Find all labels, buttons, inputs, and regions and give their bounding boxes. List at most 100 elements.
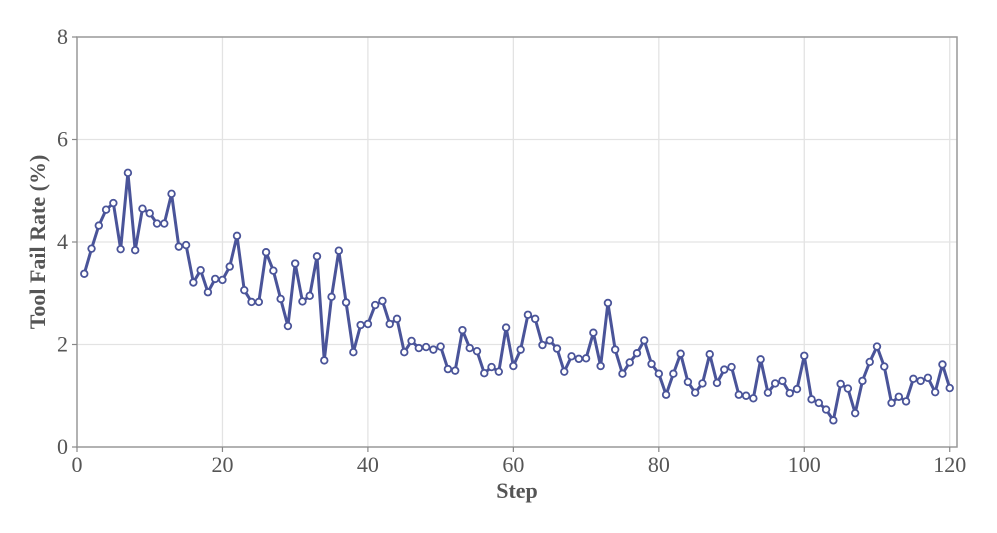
data-point <box>276 294 285 304</box>
data-point <box>843 384 853 393</box>
data-point <box>385 319 394 329</box>
data-point <box>821 405 831 414</box>
x-tick-label: 120 <box>933 452 966 477</box>
data-point <box>269 266 278 275</box>
y-tick-label: 6 <box>57 127 68 152</box>
data-point <box>247 297 256 307</box>
series-layer <box>80 168 954 425</box>
data-point <box>683 377 693 387</box>
data-point <box>130 245 140 255</box>
data-point <box>152 219 162 228</box>
data-point <box>450 366 460 375</box>
data-point <box>487 362 496 372</box>
data-point <box>850 408 860 418</box>
data-point <box>465 343 474 353</box>
data-point <box>254 297 264 307</box>
data-point <box>618 369 627 378</box>
data-point <box>392 314 402 324</box>
data-point <box>261 248 271 257</box>
data-point <box>661 390 671 399</box>
data-point <box>814 398 824 408</box>
data-point <box>734 390 744 399</box>
data-point <box>938 360 947 369</box>
data-point <box>138 204 147 213</box>
y-axis-label: Tool Fail Rate (%) <box>25 155 50 330</box>
data-point <box>560 367 569 376</box>
data-point <box>312 252 322 261</box>
data-point <box>792 384 802 394</box>
data-point <box>327 292 336 302</box>
data-point <box>145 209 154 218</box>
y-tick-label: 4 <box>57 229 68 254</box>
data-point <box>480 369 489 378</box>
y-tick-label: 8 <box>57 24 68 49</box>
data-point <box>349 347 358 357</box>
data-point <box>370 300 380 310</box>
x-axis-label: Step <box>496 478 538 503</box>
data-point <box>778 376 787 386</box>
x-tick-label: 80 <box>648 452 670 477</box>
data-point <box>836 379 845 389</box>
data-point <box>894 392 904 401</box>
data-point <box>632 349 642 358</box>
data-point <box>930 387 940 397</box>
data-point <box>298 297 307 306</box>
data-point <box>109 198 118 208</box>
series-line <box>82 171 952 422</box>
data-point <box>341 298 351 307</box>
data-point <box>167 189 176 199</box>
data-point <box>676 349 685 358</box>
data-point <box>334 246 344 255</box>
y-tick-label: 0 <box>57 434 68 459</box>
data-point <box>189 278 198 287</box>
data-point <box>712 378 722 388</box>
data-point <box>421 342 431 352</box>
data-point <box>101 205 111 214</box>
data-point <box>589 328 598 337</box>
data-point <box>698 379 707 388</box>
x-tick-label: 20 <box>211 452 233 477</box>
data-point <box>756 355 765 364</box>
x-tick-label: 100 <box>788 452 821 477</box>
data-point <box>545 336 554 345</box>
data-point <box>160 219 169 228</box>
data-point <box>880 362 889 371</box>
data-point <box>596 361 605 371</box>
data-point <box>640 336 649 345</box>
data-point <box>749 394 758 403</box>
data-point <box>945 383 954 393</box>
data-point <box>654 369 664 378</box>
data-point <box>232 231 242 241</box>
data-point <box>625 358 634 367</box>
data-point <box>87 244 96 253</box>
data-point <box>210 274 220 284</box>
x-tick-label: 0 <box>72 452 83 477</box>
data-point <box>800 351 809 360</box>
data-point <box>320 356 329 365</box>
data-point <box>225 262 234 271</box>
data-point <box>523 310 533 319</box>
data-point <box>669 369 678 378</box>
y-tick-label: 2 <box>57 332 68 357</box>
data-point <box>181 240 191 250</box>
data-point <box>472 346 482 356</box>
x-tick-label: 40 <box>357 452 379 477</box>
data-point <box>581 354 591 363</box>
data-point <box>887 398 896 408</box>
data-point <box>414 343 424 353</box>
data-point <box>509 361 518 371</box>
x-tick-label: 60 <box>502 452 524 477</box>
data-point <box>305 291 314 301</box>
data-point <box>603 298 613 308</box>
data-point <box>705 350 714 359</box>
data-point <box>574 354 584 364</box>
data-point <box>770 379 780 388</box>
data-point <box>356 320 365 330</box>
data-point <box>516 345 525 354</box>
data-point <box>690 388 700 397</box>
data-point <box>436 342 445 351</box>
data-point <box>872 342 882 351</box>
data-point <box>610 345 620 354</box>
